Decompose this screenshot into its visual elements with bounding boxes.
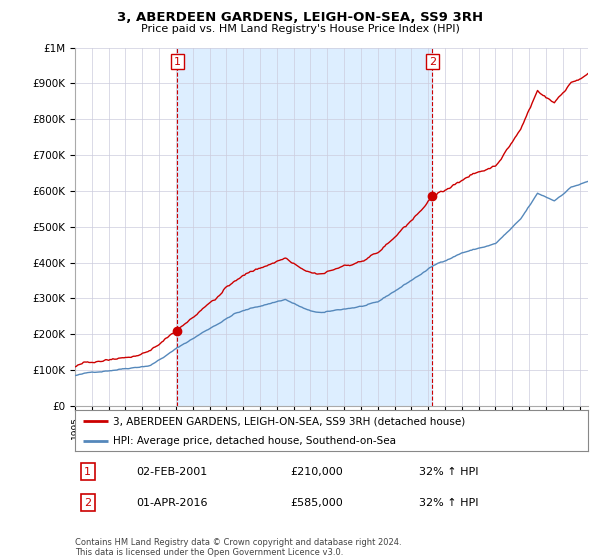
- Text: 2: 2: [84, 498, 91, 507]
- Text: Price paid vs. HM Land Registry's House Price Index (HPI): Price paid vs. HM Land Registry's House …: [140, 24, 460, 34]
- Text: 32% ↑ HPI: 32% ↑ HPI: [419, 498, 478, 507]
- Text: Contains HM Land Registry data © Crown copyright and database right 2024.
This d: Contains HM Land Registry data © Crown c…: [75, 538, 401, 557]
- Text: £210,000: £210,000: [290, 467, 343, 477]
- Text: £585,000: £585,000: [290, 498, 343, 507]
- Text: 32% ↑ HPI: 32% ↑ HPI: [419, 467, 478, 477]
- Text: HPI: Average price, detached house, Southend-on-Sea: HPI: Average price, detached house, Sout…: [113, 436, 397, 446]
- Text: 1: 1: [174, 57, 181, 67]
- Text: 01-APR-2016: 01-APR-2016: [137, 498, 208, 507]
- Text: 3, ABERDEEN GARDENS, LEIGH-ON-SEA, SS9 3RH: 3, ABERDEEN GARDENS, LEIGH-ON-SEA, SS9 3…: [117, 11, 483, 24]
- Text: 02-FEB-2001: 02-FEB-2001: [137, 467, 208, 477]
- Text: 1: 1: [85, 467, 91, 477]
- Text: 2: 2: [429, 57, 436, 67]
- Text: 3, ABERDEEN GARDENS, LEIGH-ON-SEA, SS9 3RH (detached house): 3, ABERDEEN GARDENS, LEIGH-ON-SEA, SS9 3…: [113, 417, 466, 426]
- Bar: [178, 48, 433, 406]
